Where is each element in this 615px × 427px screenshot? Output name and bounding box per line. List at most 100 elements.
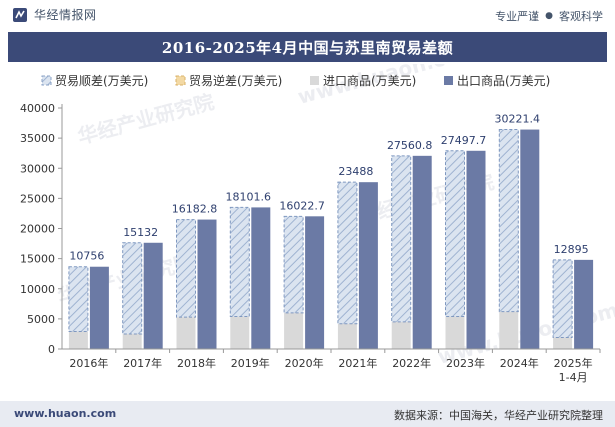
- data-label-surplus: 27560.8: [387, 139, 433, 152]
- bar-exports: [358, 182, 378, 349]
- x-tick-label-line: 2025年: [554, 356, 593, 370]
- y-tick-label: 25000: [20, 192, 55, 205]
- x-tick-label-line: 2018年: [177, 356, 216, 370]
- bar-surplus: [229, 206, 250, 317]
- bar-surplus: [552, 259, 573, 339]
- y-tick-label: 20000: [20, 223, 55, 236]
- data-label-surplus: 30221.4: [495, 113, 541, 126]
- brand-name: 华经情报网: [34, 8, 97, 22]
- bar-exports: [520, 129, 540, 349]
- legend-label: 进口商品(万美元): [323, 73, 416, 88]
- bar-imports: [391, 321, 411, 349]
- legend-swatch: [444, 76, 453, 85]
- watermark-text: 华经产业研究院: [75, 89, 216, 148]
- data-label-surplus: 27497.7: [441, 134, 487, 147]
- y-tick-label: 15000: [20, 253, 55, 266]
- legend-item: 贸易顺差(万美元): [41, 74, 148, 88]
- legend-swatch: [175, 75, 186, 86]
- legend-swatch: [41, 75, 52, 86]
- x-tick-label-line: 2017年: [123, 356, 162, 370]
- bar-imports: [445, 316, 465, 349]
- tagline: 专业严谨 ● 客观科学: [495, 8, 603, 24]
- tagline-left: 专业严谨: [495, 10, 540, 23]
- y-tick-label: 5000: [27, 313, 55, 326]
- x-tick-label: 2021年: [338, 356, 377, 370]
- footer: www.huaon.com 数据来源：中国海关，华经产业研究院整理: [0, 401, 615, 427]
- y-axis: 0 5000 10000 15000 20000 25000 30000 35000 40000: [20, 102, 63, 356]
- x-tick-label-line: 2021年: [338, 356, 377, 370]
- x-tick-label-line: 2020年: [285, 356, 324, 370]
- bar-surplus: [337, 181, 358, 325]
- bar-surplus: [283, 215, 304, 314]
- huajing-logo-icon: [13, 7, 27, 22]
- y-tick-label: 30000: [20, 162, 55, 175]
- x-tick-label-line: 2016年: [69, 356, 108, 370]
- y-tick-label: 0: [48, 343, 55, 356]
- legend-swatch: [310, 76, 319, 85]
- data-label-surplus: 18101.6: [226, 190, 272, 203]
- bar-exports: [251, 207, 271, 349]
- x-tick-label: 2023年: [446, 356, 485, 370]
- data-label-surplus: 16022.7: [279, 199, 325, 212]
- top-bar: 华经情报网 专业严谨 ● 客观科学: [0, 0, 615, 30]
- x-tick-label-line: 2023年: [446, 356, 485, 370]
- bar-surplus: [391, 155, 412, 323]
- x-tick-label: 2022年: [392, 356, 431, 370]
- data-label-surplus: 23488: [338, 165, 373, 178]
- bar-imports: [176, 317, 196, 349]
- bar-imports: [284, 312, 304, 349]
- x-tick-label: 2016年: [69, 356, 108, 370]
- x-tick-label-line: 1-4月: [559, 371, 588, 384]
- bar-exports: [574, 259, 594, 349]
- bar-imports: [337, 323, 357, 349]
- legend-label: 出口商品(万美元): [457, 73, 550, 88]
- data-label-surplus: 15132: [123, 226, 158, 239]
- chart-title: 2016-2025年4月中国与苏里南贸易差额: [161, 38, 454, 57]
- x-tick-label: 2020年: [285, 356, 324, 370]
- bar-surplus: [68, 266, 89, 333]
- data-label-surplus: 12895: [554, 243, 589, 256]
- brand: 华经情报网: [12, 6, 97, 23]
- tagline-separator: ●: [545, 11, 553, 21]
- legend-item: 出口商品(万美元): [444, 73, 550, 88]
- x-tick-label: 2024年: [500, 356, 539, 370]
- x-tick-label-line: 2022年: [392, 356, 431, 370]
- bar-surplus: [498, 129, 519, 313]
- bars: 10756 15132 16182.8 18101.6 16022.7 23488 2756…: [68, 113, 594, 349]
- x-tick-label: 2017年: [123, 356, 162, 370]
- data-label-surplus: 16182.8: [172, 203, 218, 216]
- bar-imports: [553, 337, 573, 349]
- x-tick-label-line: 2024年: [500, 356, 539, 370]
- legend-item: 贸易逆差(万美元): [175, 73, 282, 88]
- legend-label: 贸易顺差(万美元): [55, 74, 148, 88]
- bar-exports: [197, 219, 217, 349]
- chart: 华经产业研究院www.huaon.com华经产业研究院www.huaon.com…: [20, 64, 615, 384]
- bar-exports: [412, 155, 432, 349]
- bar-imports: [230, 316, 250, 349]
- bar-surplus: [445, 150, 465, 317]
- x-axis: 2016年 2017年 2018年 2019年 2020年 2021年 2022年 2023年…: [62, 348, 601, 384]
- bar-imports: [499, 311, 519, 349]
- bar-exports: [143, 242, 163, 349]
- title-bar: 2016-2025年4月中国与苏里南贸易差额: [8, 32, 607, 62]
- bar-imports: [122, 333, 142, 349]
- y-tick-label: 40000: [20, 102, 55, 115]
- data-label-surplus: 10756: [69, 250, 104, 263]
- legend-item: 进口商品(万美元): [310, 73, 416, 88]
- bar-exports: [305, 216, 325, 349]
- x-tick-label: 2018年: [177, 356, 216, 370]
- footer-source: 数据来源：中国海关，华经产业研究院整理: [394, 409, 603, 422]
- tagline-right: 客观科学: [559, 10, 603, 23]
- legend-label: 贸易逆差(万美元): [189, 73, 282, 88]
- x-tick-label-line: 2019年: [231, 356, 270, 370]
- bar-surplus: [176, 219, 196, 318]
- legend: 贸易顺差(万美元) 贸易逆差(万美元) 进口商品(万美元) 出口商品(万美元): [41, 73, 550, 88]
- bar-exports: [466, 150, 486, 349]
- x-tick-label: 2025年 1-4月: [554, 356, 593, 384]
- bar-surplus: [122, 242, 143, 335]
- bar-exports: [89, 266, 109, 349]
- x-tick-label: 2019年: [231, 356, 270, 370]
- bar-imports: [68, 331, 88, 349]
- y-tick-label: 35000: [20, 132, 55, 145]
- footer-url: www.huaon.com: [14, 407, 117, 420]
